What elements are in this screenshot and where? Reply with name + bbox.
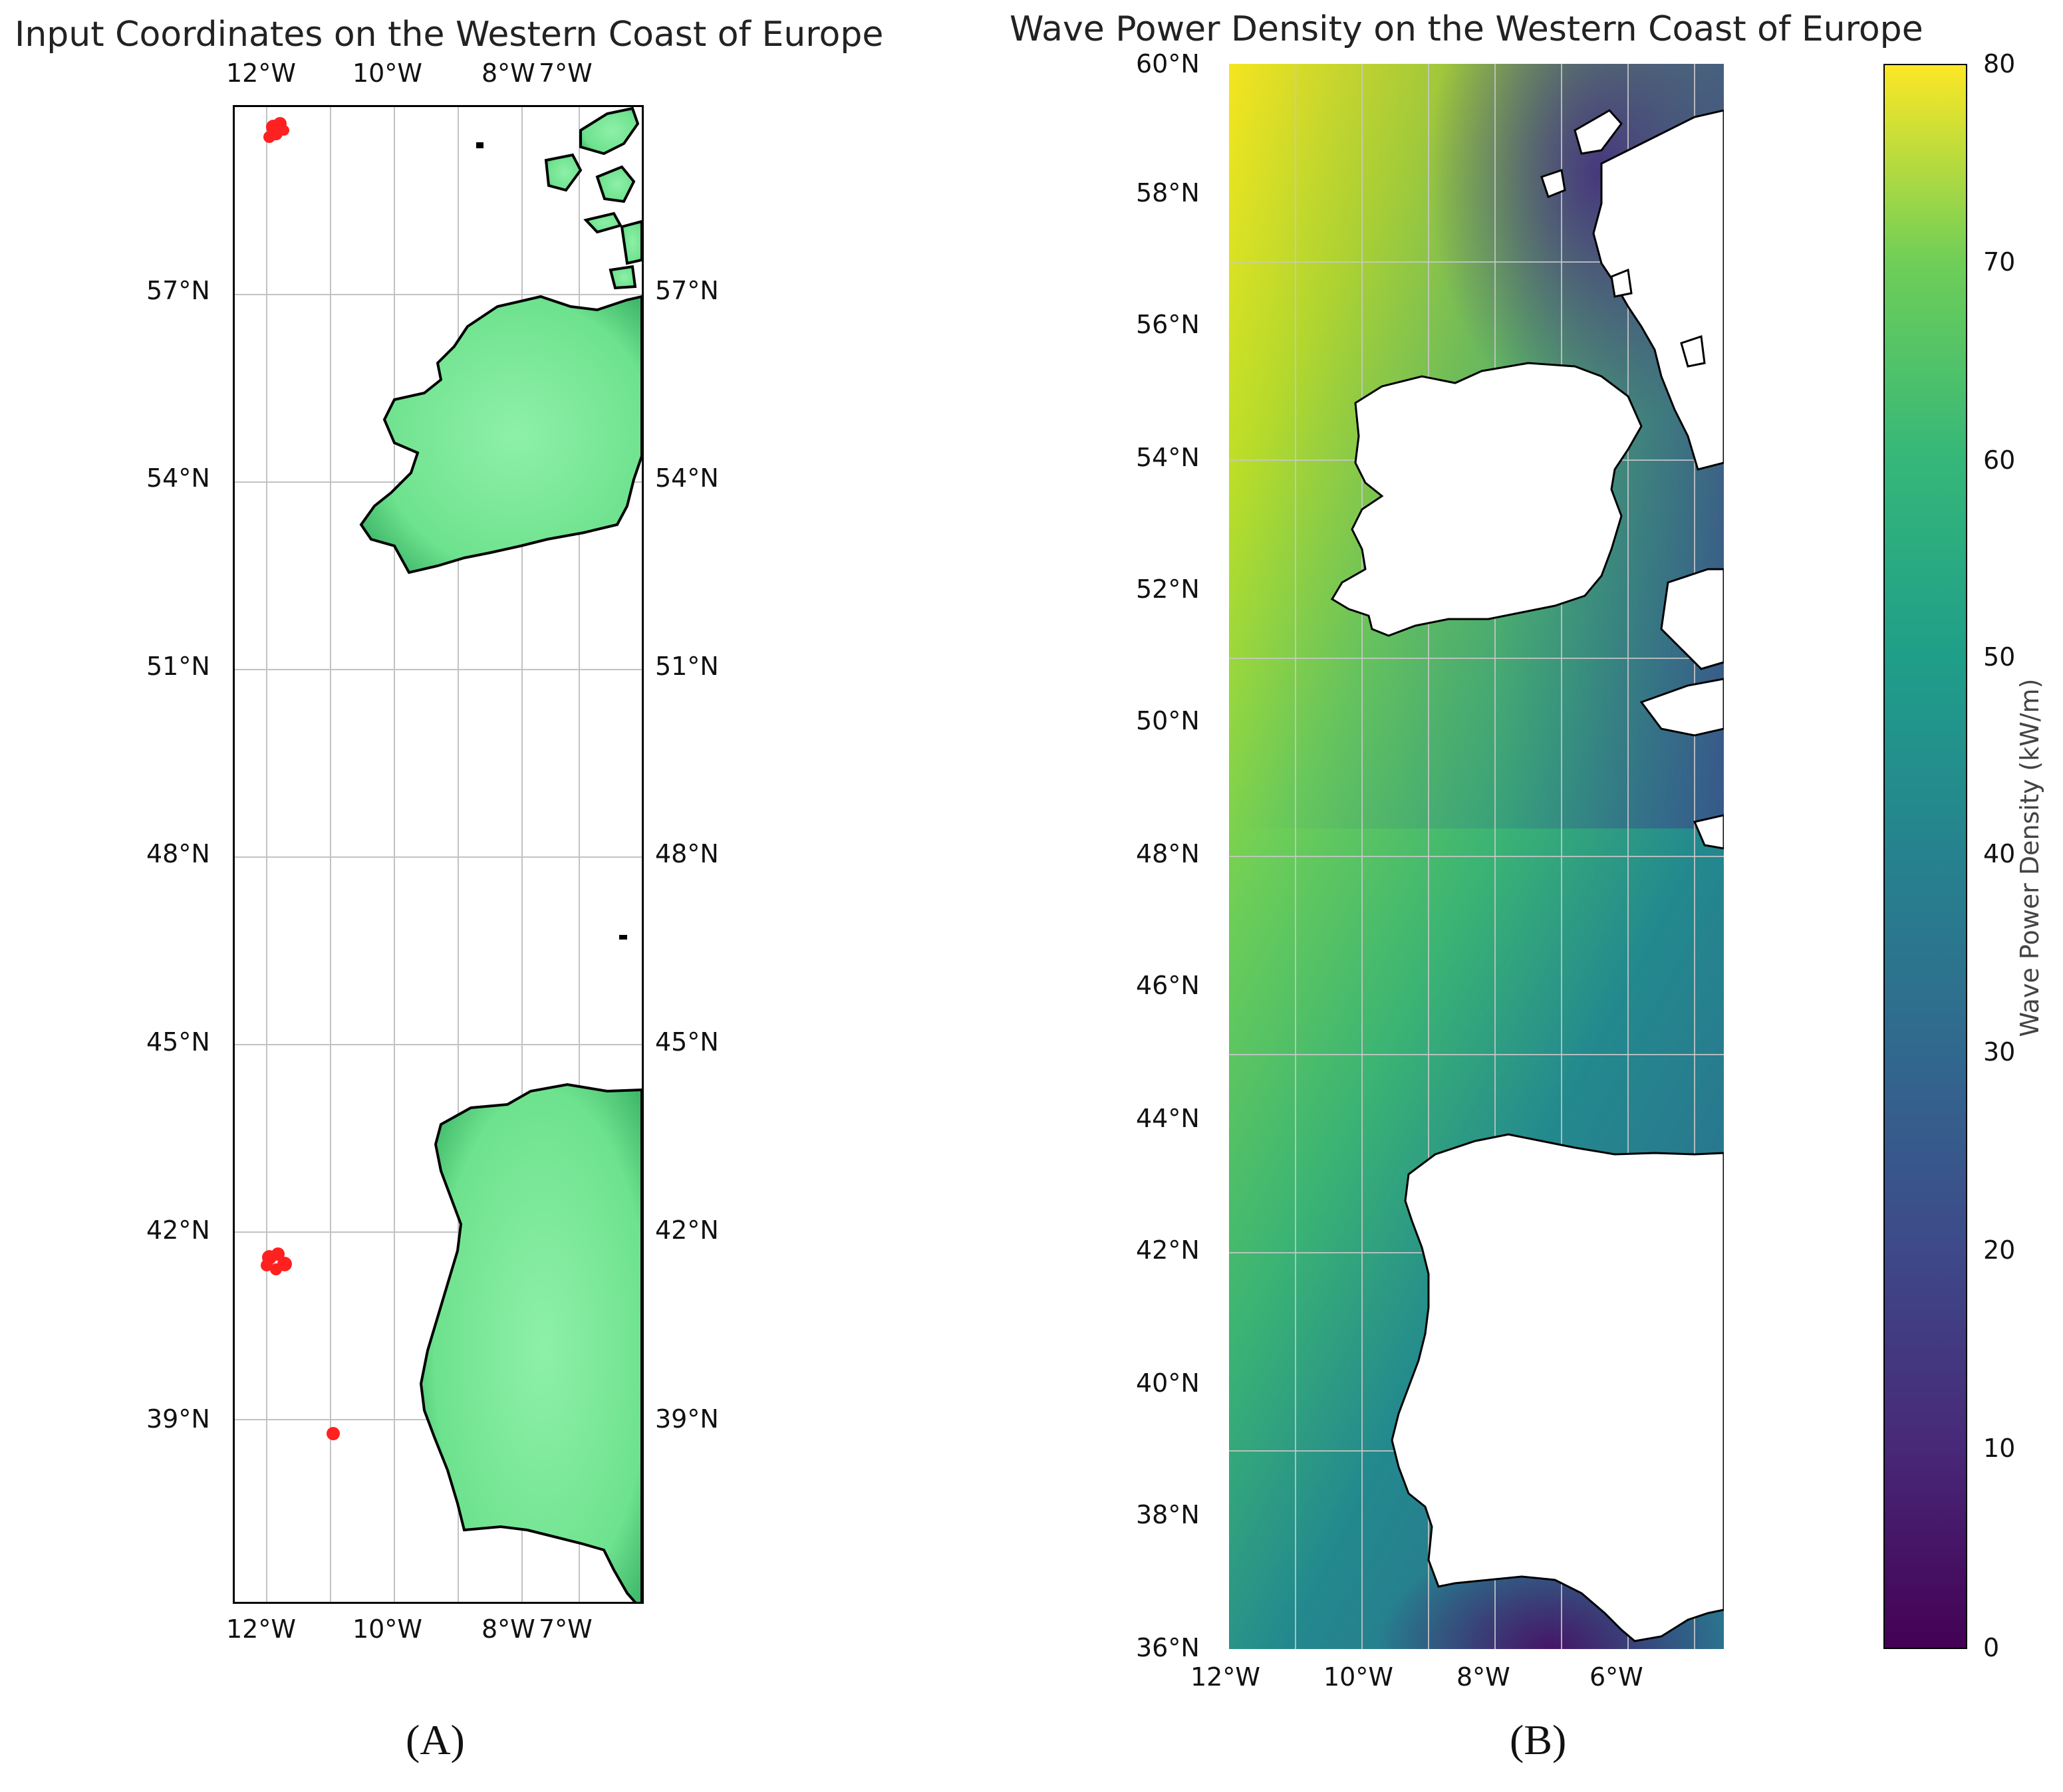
lon-tick-12w-bottom: 12°W xyxy=(226,1614,296,1644)
landmass-ireland xyxy=(359,295,642,575)
colorbar-tick-70: 70 xyxy=(1983,247,2016,277)
lat-tick-45-right: 45°N xyxy=(655,1027,719,1057)
landmass-iberia xyxy=(419,1083,642,1602)
lat-tick-57-right: 57°N xyxy=(655,276,719,305)
lat-tick-42-left: 42°N xyxy=(146,1216,210,1245)
lat-tick-54-left: 54°N xyxy=(146,463,210,493)
lat-tick-50: 50°N xyxy=(1136,706,1200,735)
lat-tick-46: 46°N xyxy=(1136,971,1200,1000)
lat-tick-39-left: 39°N xyxy=(146,1404,210,1434)
colorbar-label-text: Wave Power Density (kW/m) xyxy=(2015,678,2044,1037)
lat-tick-60: 60°N xyxy=(1136,49,1200,78)
lon-tick-12w-top: 12°W xyxy=(226,59,296,88)
landmass-scotland-islands xyxy=(476,107,642,290)
lat-tick-56: 56°N xyxy=(1136,310,1200,339)
lat-tick-51-left: 51°N xyxy=(146,652,210,681)
lat-tick-48-right: 48°N xyxy=(655,839,719,868)
lon-tick-10w-top: 10°W xyxy=(352,59,422,88)
lon-tick-8w-b: 8°W xyxy=(1456,1662,1510,1692)
colorbar-tick-60: 60 xyxy=(1983,446,2016,475)
landmass-scotland-b xyxy=(1540,109,1724,471)
lat-tick-42-right: 42°N xyxy=(655,1216,719,1245)
lat-tick-38: 38°N xyxy=(1136,1500,1200,1529)
panel-a-label: (A) xyxy=(406,1716,465,1763)
lon-tick-10w-bottom: 10°W xyxy=(352,1614,422,1644)
panel-b-title: Wave Power Density on the Western Coast … xyxy=(1010,9,1923,49)
lon-tick-10w-b: 10°W xyxy=(1323,1662,1393,1692)
panel-b-label: (B) xyxy=(1510,1716,1567,1763)
lat-tick-39-right: 39°N xyxy=(655,1404,719,1434)
panel-a-title: Input Coordinates on the Western Coast o… xyxy=(15,15,884,55)
colorbar-tick-0: 0 xyxy=(1983,1633,2000,1662)
lat-tick-45-left: 45°N xyxy=(146,1027,210,1057)
colorbar-tick-40: 40 xyxy=(1983,839,2016,868)
colorbar-tick-10: 10 xyxy=(1983,1434,2016,1463)
input-point-clusters xyxy=(261,117,340,1440)
lon-tick-6w-b: 6°W xyxy=(1589,1662,1643,1692)
point-cluster-lisbon xyxy=(327,1427,340,1440)
lat-tick-58: 58°N xyxy=(1136,178,1200,207)
panel-b-map xyxy=(1229,64,1724,1649)
colorbar-tick-20: 20 xyxy=(1983,1235,2016,1265)
landmass-ireland-b xyxy=(1330,362,1643,637)
lat-tick-51-right: 51°N xyxy=(655,652,719,681)
lon-tick-8w-top: 8°W xyxy=(481,59,535,88)
lon-tick-7w-top: 7°W xyxy=(539,59,593,88)
lat-tick-42: 42°N xyxy=(1136,1235,1200,1265)
colorbar-tick-80: 80 xyxy=(1983,49,2016,78)
lat-tick-54-right: 54°N xyxy=(655,463,719,493)
panel-a-map-svg xyxy=(235,107,642,1602)
lat-tick-57-left: 57°N xyxy=(146,276,210,305)
lat-tick-54: 54°N xyxy=(1136,443,1200,472)
landmass-wales-cornwall-b xyxy=(1639,568,1724,850)
landmass-iberia-b xyxy=(1391,1133,1724,1642)
lat-tick-36: 36°N xyxy=(1136,1633,1200,1662)
landmass-scilly xyxy=(619,935,627,940)
lat-tick-52: 52°N xyxy=(1136,575,1200,604)
lat-tick-40: 40°N xyxy=(1136,1368,1200,1398)
panel-b-map-svg xyxy=(1229,64,1724,1649)
lat-tick-48: 48°N xyxy=(1136,839,1200,868)
lat-tick-44: 44°N xyxy=(1136,1104,1200,1133)
colorbar xyxy=(1883,64,1967,1649)
lat-tick-48-left: 48°N xyxy=(146,839,210,868)
colorbar-tick-30: 30 xyxy=(1983,1037,2016,1067)
lon-tick-12w-b: 12°W xyxy=(1190,1662,1260,1692)
panel-a-map xyxy=(233,105,644,1604)
colorbar-tick-50: 50 xyxy=(1983,642,2016,672)
lon-tick-8w-bottom: 8°W xyxy=(481,1614,535,1644)
lon-tick-7w-bottom: 7°W xyxy=(539,1614,593,1644)
colorbar-gradient xyxy=(1885,65,1966,1648)
